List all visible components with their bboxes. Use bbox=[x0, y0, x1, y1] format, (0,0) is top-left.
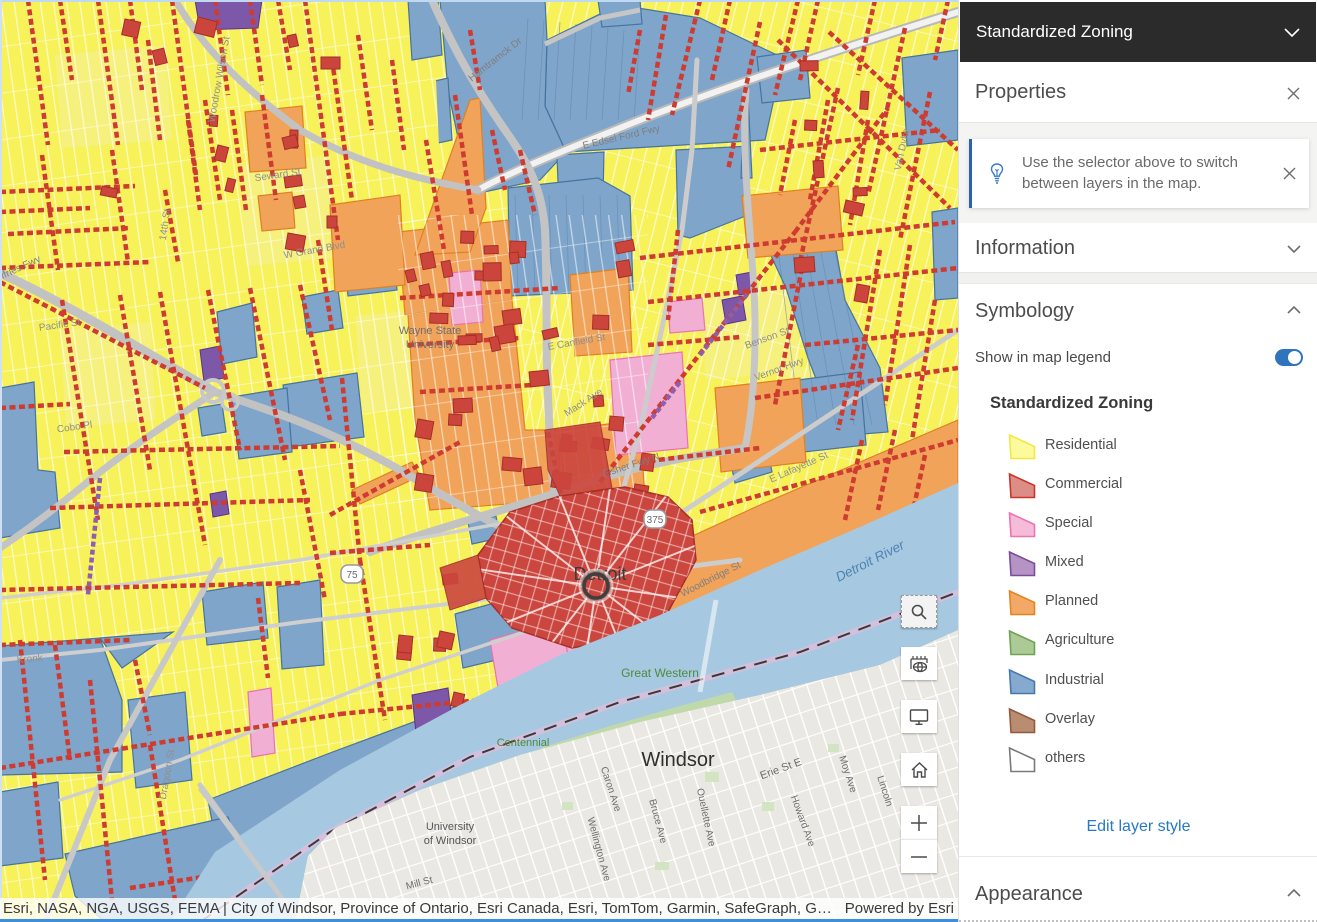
svg-text:Cobo Pl: Cobo Pl bbox=[56, 420, 93, 436]
svg-text:University: University bbox=[406, 339, 455, 351]
svg-text:Centennial: Centennial bbox=[497, 737, 550, 749]
svg-text:Great Western: Great Western bbox=[621, 666, 699, 680]
svg-text:University: University bbox=[426, 821, 475, 833]
svg-text:75: 75 bbox=[346, 570, 358, 581]
svg-text:of Windsor: of Windsor bbox=[424, 835, 477, 847]
svg-text:375: 375 bbox=[647, 515, 664, 526]
svg-text:14th St: 14th St bbox=[158, 208, 173, 241]
svg-text:Windsor: Windsor bbox=[641, 749, 715, 771]
svg-text:Wayne State: Wayne State bbox=[399, 325, 462, 337]
svg-text:Kronk: Kronk bbox=[16, 653, 44, 666]
